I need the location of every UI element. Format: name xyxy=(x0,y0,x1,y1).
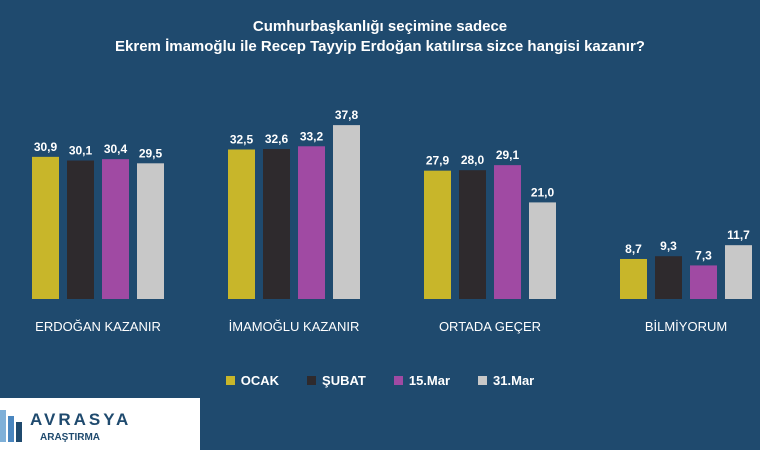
legend-label-15-mar: 15.Mar xyxy=(408,373,451,388)
legend-label-31-mar: 31.Mar xyxy=(493,373,535,388)
data-label-3-3: 11,7 xyxy=(727,228,750,242)
bar-2-2 xyxy=(494,165,521,299)
bar-2-1 xyxy=(459,170,486,299)
data-label-3-2: 7,3 xyxy=(695,248,712,262)
bar-0-3 xyxy=(137,163,164,299)
logo-name: AVRASYA xyxy=(30,410,132,429)
data-label-0-2: 30,4 xyxy=(104,142,128,156)
category-label-1: İMAMOĞLU KAZANIR xyxy=(229,319,360,334)
legend-swatch-ocak xyxy=(225,376,235,385)
bar-0-2 xyxy=(102,159,129,299)
data-label-2-3: 21,0 xyxy=(531,185,555,199)
legend-label-subat: ŞUBAT xyxy=(322,373,366,388)
bar-3-0 xyxy=(620,258,647,299)
data-label-2-1: 28,0 xyxy=(461,153,485,167)
chart-legend: OCAK ŞUBAT 15.Mar 31.Mar xyxy=(0,373,760,388)
logo-bars-icon xyxy=(0,410,22,442)
legend-item-15-mar: 15.Mar xyxy=(393,373,451,388)
legend-item-31-mar: 31.Mar xyxy=(478,373,534,388)
legend-swatch-subat xyxy=(307,376,317,385)
bar-1-2 xyxy=(298,146,325,299)
data-label-1-1: 32,6 xyxy=(265,132,289,146)
avrasya-logo: AVRASYA ARAŞTIRMA xyxy=(0,398,200,450)
bar-3-1 xyxy=(655,256,682,299)
data-label-3-0: 8,7 xyxy=(625,242,642,256)
data-label-0-0: 30,9 xyxy=(34,140,58,154)
bar-1-0 xyxy=(228,149,255,299)
legend-item-subat: ŞUBAT xyxy=(307,373,366,388)
data-label-1-3: 37,8 xyxy=(335,108,359,122)
legend-item-ocak: OCAK xyxy=(225,373,280,388)
data-label-0-3: 29,5 xyxy=(139,146,163,160)
bar-0-1 xyxy=(67,160,94,299)
category-label-2: ORTADA GEÇER xyxy=(439,319,541,334)
legend-swatch-31-mar xyxy=(478,376,488,385)
category-label-3: BİLMİYORUM xyxy=(645,319,727,334)
data-label-1-0: 32,5 xyxy=(230,133,254,147)
bar-2-3 xyxy=(529,202,556,299)
category-label-0: ERDOĞAN KAZANIR xyxy=(35,319,161,334)
data-label-3-1: 9,3 xyxy=(660,239,677,253)
data-label-2-2: 29,1 xyxy=(496,148,520,162)
bar-0-0 xyxy=(32,156,59,299)
bar-1-1 xyxy=(263,149,290,299)
chart-title-line-1: Cumhurbaşkanlığı seçimine sadece xyxy=(252,18,508,35)
bar-3-2 xyxy=(690,265,717,299)
chart-title-line-2: Ekrem İmamoğlu ile Recep Tayyip Erdoğan … xyxy=(115,38,645,55)
bar-1-3 xyxy=(333,125,360,300)
logo-subtitle: ARAŞTIRMA xyxy=(40,432,100,443)
legend-swatch-15-mar xyxy=(393,376,403,385)
bar-3-3 xyxy=(725,245,752,299)
data-label-0-1: 30,1 xyxy=(69,144,93,158)
data-label-1-2: 33,2 xyxy=(300,129,324,143)
legend-label-ocak: OCAK xyxy=(240,373,280,388)
data-label-2-0: 27,9 xyxy=(426,154,450,168)
bar-2-0 xyxy=(424,170,451,299)
